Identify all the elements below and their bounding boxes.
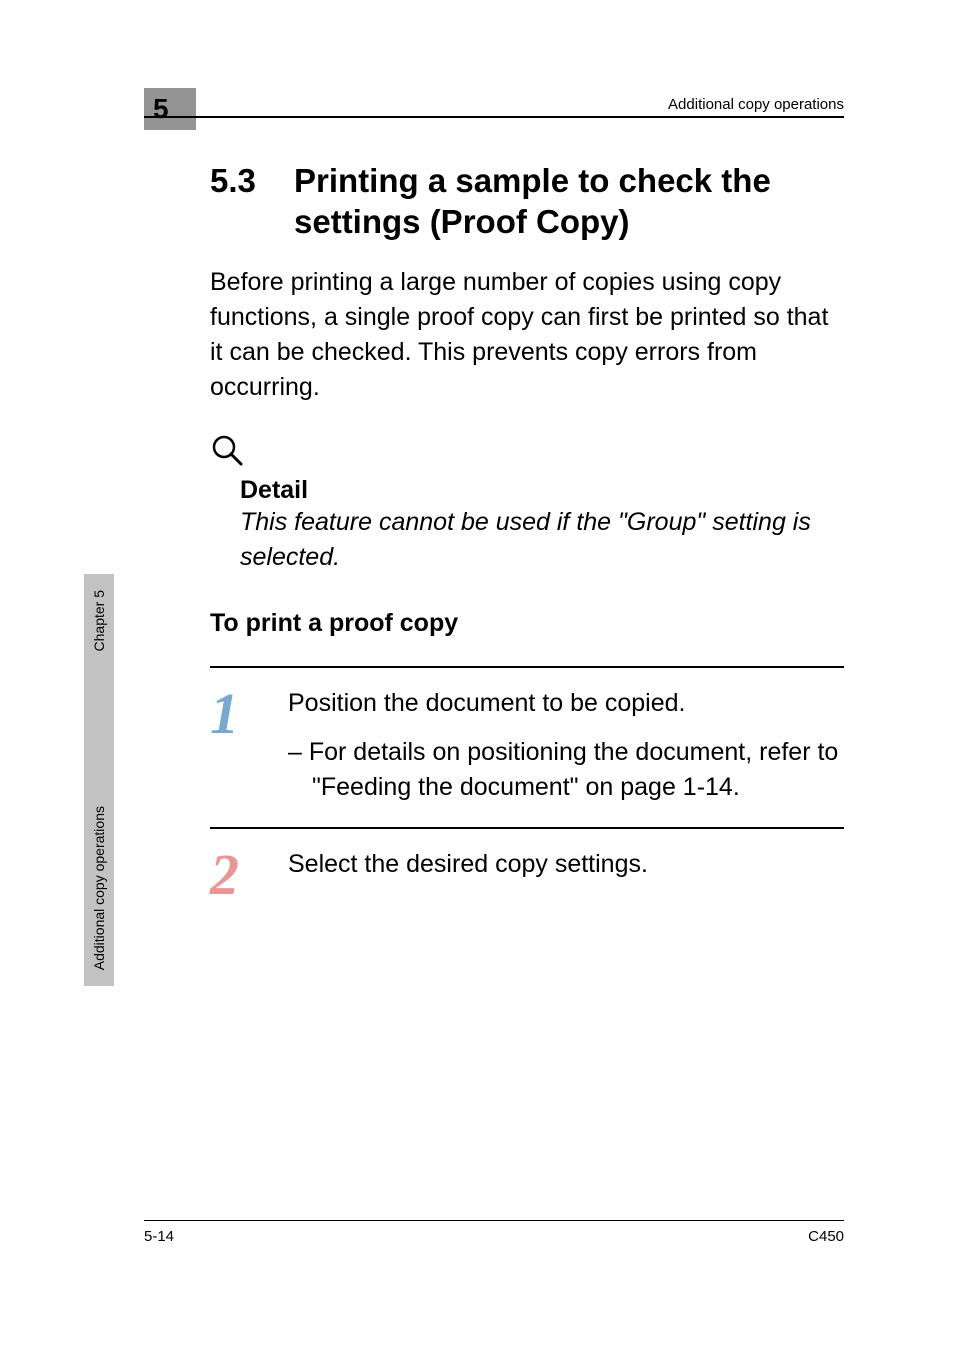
footer-page-number: 5-14 — [144, 1228, 174, 1245]
footer-rule — [144, 1220, 844, 1222]
footer-model: C450 — [808, 1228, 844, 1245]
section-heading: 5.3 Printing a sample to check the setti… — [210, 160, 844, 243]
section-number-badge: 5 — [144, 88, 196, 130]
sidebar-tab: Chapter 5 Additional copy operations — [84, 574, 114, 986]
detail-label: Detail — [240, 476, 844, 505]
intro-paragraph: Before printing a large number of copies… — [210, 265, 844, 405]
magnifier-icon — [210, 433, 844, 474]
section-heading-title: Printing a sample to check the settings … — [294, 160, 844, 243]
sidebar-title: Additional copy operations — [91, 806, 107, 970]
step-body-1: Position the document to be copied. – Fo… — [288, 686, 844, 805]
detail-block: Detail This feature cannot be used if th… — [210, 433, 844, 575]
section-number-badge-text: 5 — [153, 93, 169, 125]
step-1-sub: – For details on positioning the documen… — [288, 735, 844, 805]
detail-text: This feature cannot be used if the "Grou… — [240, 505, 844, 575]
step-divider-top — [210, 666, 844, 668]
step-divider-mid — [210, 827, 844, 829]
step-2: 2 Select the desired copy settings. — [210, 847, 844, 899]
sidebar-chapter-label: Chapter 5 — [91, 590, 107, 651]
step-2-text: Select the desired copy settings. — [288, 847, 844, 882]
subsection-heading: To print a proof copy — [210, 609, 844, 638]
section-heading-number: 5.3 — [210, 160, 294, 243]
running-header: Additional copy operations — [668, 96, 844, 113]
step-number-2: 2 — [210, 847, 288, 899]
step-1: 1 Position the document to be copied. – … — [210, 686, 844, 805]
step-body-2: Select the desired copy settings. — [288, 847, 844, 882]
main-content: 5.3 Printing a sample to check the setti… — [210, 160, 844, 898]
header-rule — [144, 116, 844, 118]
step-1-text: Position the document to be copied. — [288, 686, 844, 721]
step-number-1: 1 — [210, 686, 288, 738]
